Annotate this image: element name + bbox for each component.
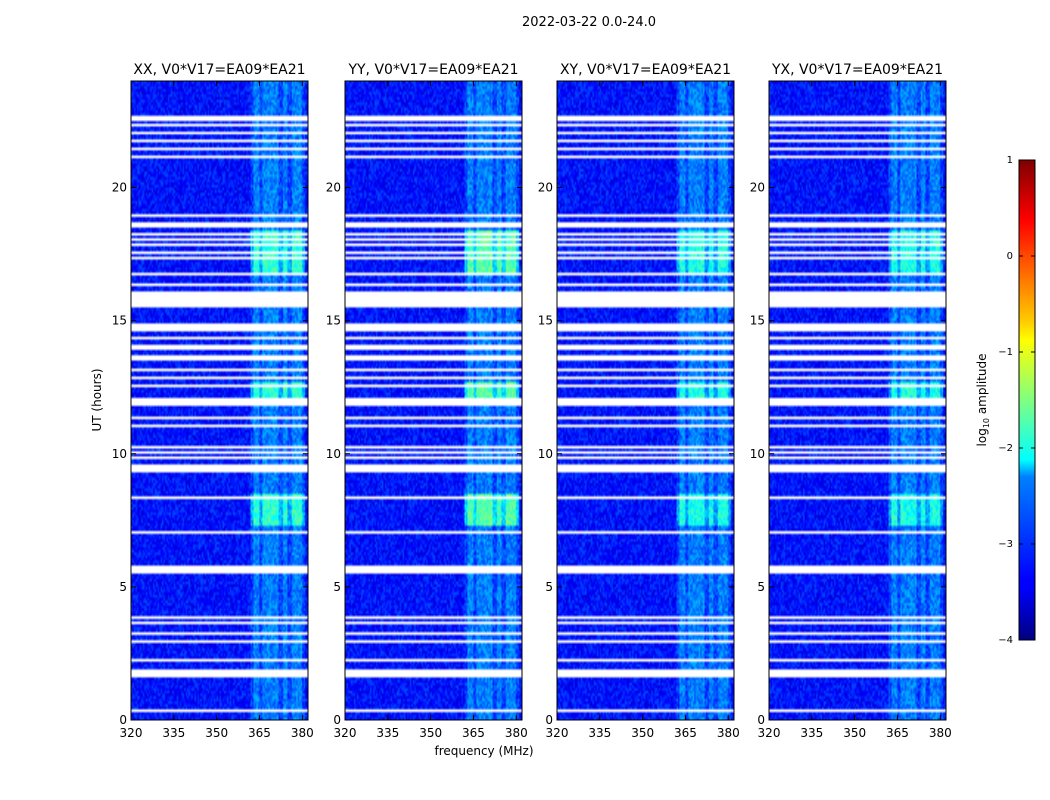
y-tick-label: 0 [119,713,127,727]
spectrogram-image-yx [769,81,946,720]
y-tick-label: 15 [538,314,553,328]
colorbar-label-sub: 10 [982,418,991,428]
colorbar-label-base: log [975,428,989,446]
panel-frame [768,80,947,721]
y-tick-label: 0 [757,713,765,727]
colorbar-label-rest: amplitude [975,354,989,418]
x-tick-label: 320 [334,726,357,740]
panel-yy: YY, V0*V17=EA09*EA21 320 335 350 365 380 0 5 10 1… [326,62,528,740]
colorbar-tick-label: −1 [998,347,1013,358]
x-tick-label: 350 [205,726,228,740]
colorbar: 10−1−2−3−4 log10 amplitude [975,155,1036,646]
panel-yx: YX, V0*V17=EA09*EA21 320 335 350 365 380 0 5 10 1… [750,62,952,740]
colorbar-ticks: 1 0 −1 −2 −3 −4 [998,155,1035,646]
y-tick-label: 20 [750,181,765,195]
panel-frame [344,80,523,721]
x-tick-label: 335 [800,726,823,740]
x-tick-label: 350 [843,726,866,740]
panel-title-xy: XY, V0*V17=EA09*EA21 [560,62,731,78]
colorbar-gradient [1018,159,1036,641]
y-tick-label: 5 [333,580,341,594]
x-tick-label: 380 [929,726,952,740]
x-tick-label: 365 [674,726,697,740]
y-tick-label: 20 [112,181,127,195]
x-tick-label: 320 [546,726,569,740]
x-tick-label: 350 [419,726,442,740]
y-tick-label: 5 [757,580,765,594]
spectrogram-image-xx [131,81,308,720]
colorbar-tick-label: 1 [1007,155,1013,166]
spectrogram-image-yy [345,81,522,720]
x-tick-label: 350 [631,726,654,740]
panel-frame [556,80,735,721]
colorbar-tick-label: −3 [998,539,1013,550]
y-tick-label: 10 [538,447,553,461]
x-tick-label: 365 [886,726,909,740]
x-tick-label: 335 [376,726,399,740]
y-tick-label: 0 [545,713,553,727]
colorbar-label: log10 amplitude [975,354,991,447]
panel-title-xx: XX, V0*V17=EA09*EA21 [133,62,305,78]
y-axis-label: UT (hours) [90,368,104,431]
y-tick-label: 15 [750,314,765,328]
x-tick-label: 380 [717,726,740,740]
y-tick-label: 0 [333,713,341,727]
x-tick-label: 380 [505,726,528,740]
y-tick-label: 20 [538,181,553,195]
figure-title: 2022-03-22 0.0-24.0 [522,15,656,30]
x-tick-label: 335 [588,726,611,740]
y-tick-label: 15 [112,314,127,328]
y-tick-label: 20 [326,181,341,195]
x-tick-label: 335 [162,726,185,740]
x-tick-label: 380 [291,726,314,740]
colorbar-tick-label: −2 [998,443,1013,454]
panel-xy: XY, V0*V17=EA09*EA21 320 335 350 365 380 0 5 10 1… [538,62,740,740]
x-axis-label: frequency (MHz) [434,744,533,758]
x-tick-label: 365 [462,726,485,740]
panel-title-yx: YX, V0*V17=EA09*EA21 [771,62,943,78]
panels: XX, V0*V17=EA09*EA21 320 335 350 365 380 0 5 10 1… [112,62,952,740]
x-tick-label: 320 [120,726,143,740]
panel-xx: XX, V0*V17=EA09*EA21 320 335 350 365 380 0 5 10 1… [112,62,314,740]
x-tick-label: 320 [758,726,781,740]
spectrogram-image-xy [557,81,734,720]
y-tick-label: 10 [112,447,127,461]
y-tick-label: 5 [545,580,553,594]
colorbar-tick-label: −4 [998,635,1013,646]
y-tick-label: 10 [750,447,765,461]
y-tick-label: 5 [119,580,127,594]
panel-frame [130,80,309,721]
x-tick-label: 365 [248,726,271,740]
panel-title-yy: YY, V0*V17=EA09*EA21 [347,62,518,78]
y-tick-label: 10 [326,447,341,461]
colorbar-tick-label: 0 [1007,251,1013,262]
y-tick-label: 15 [326,314,341,328]
